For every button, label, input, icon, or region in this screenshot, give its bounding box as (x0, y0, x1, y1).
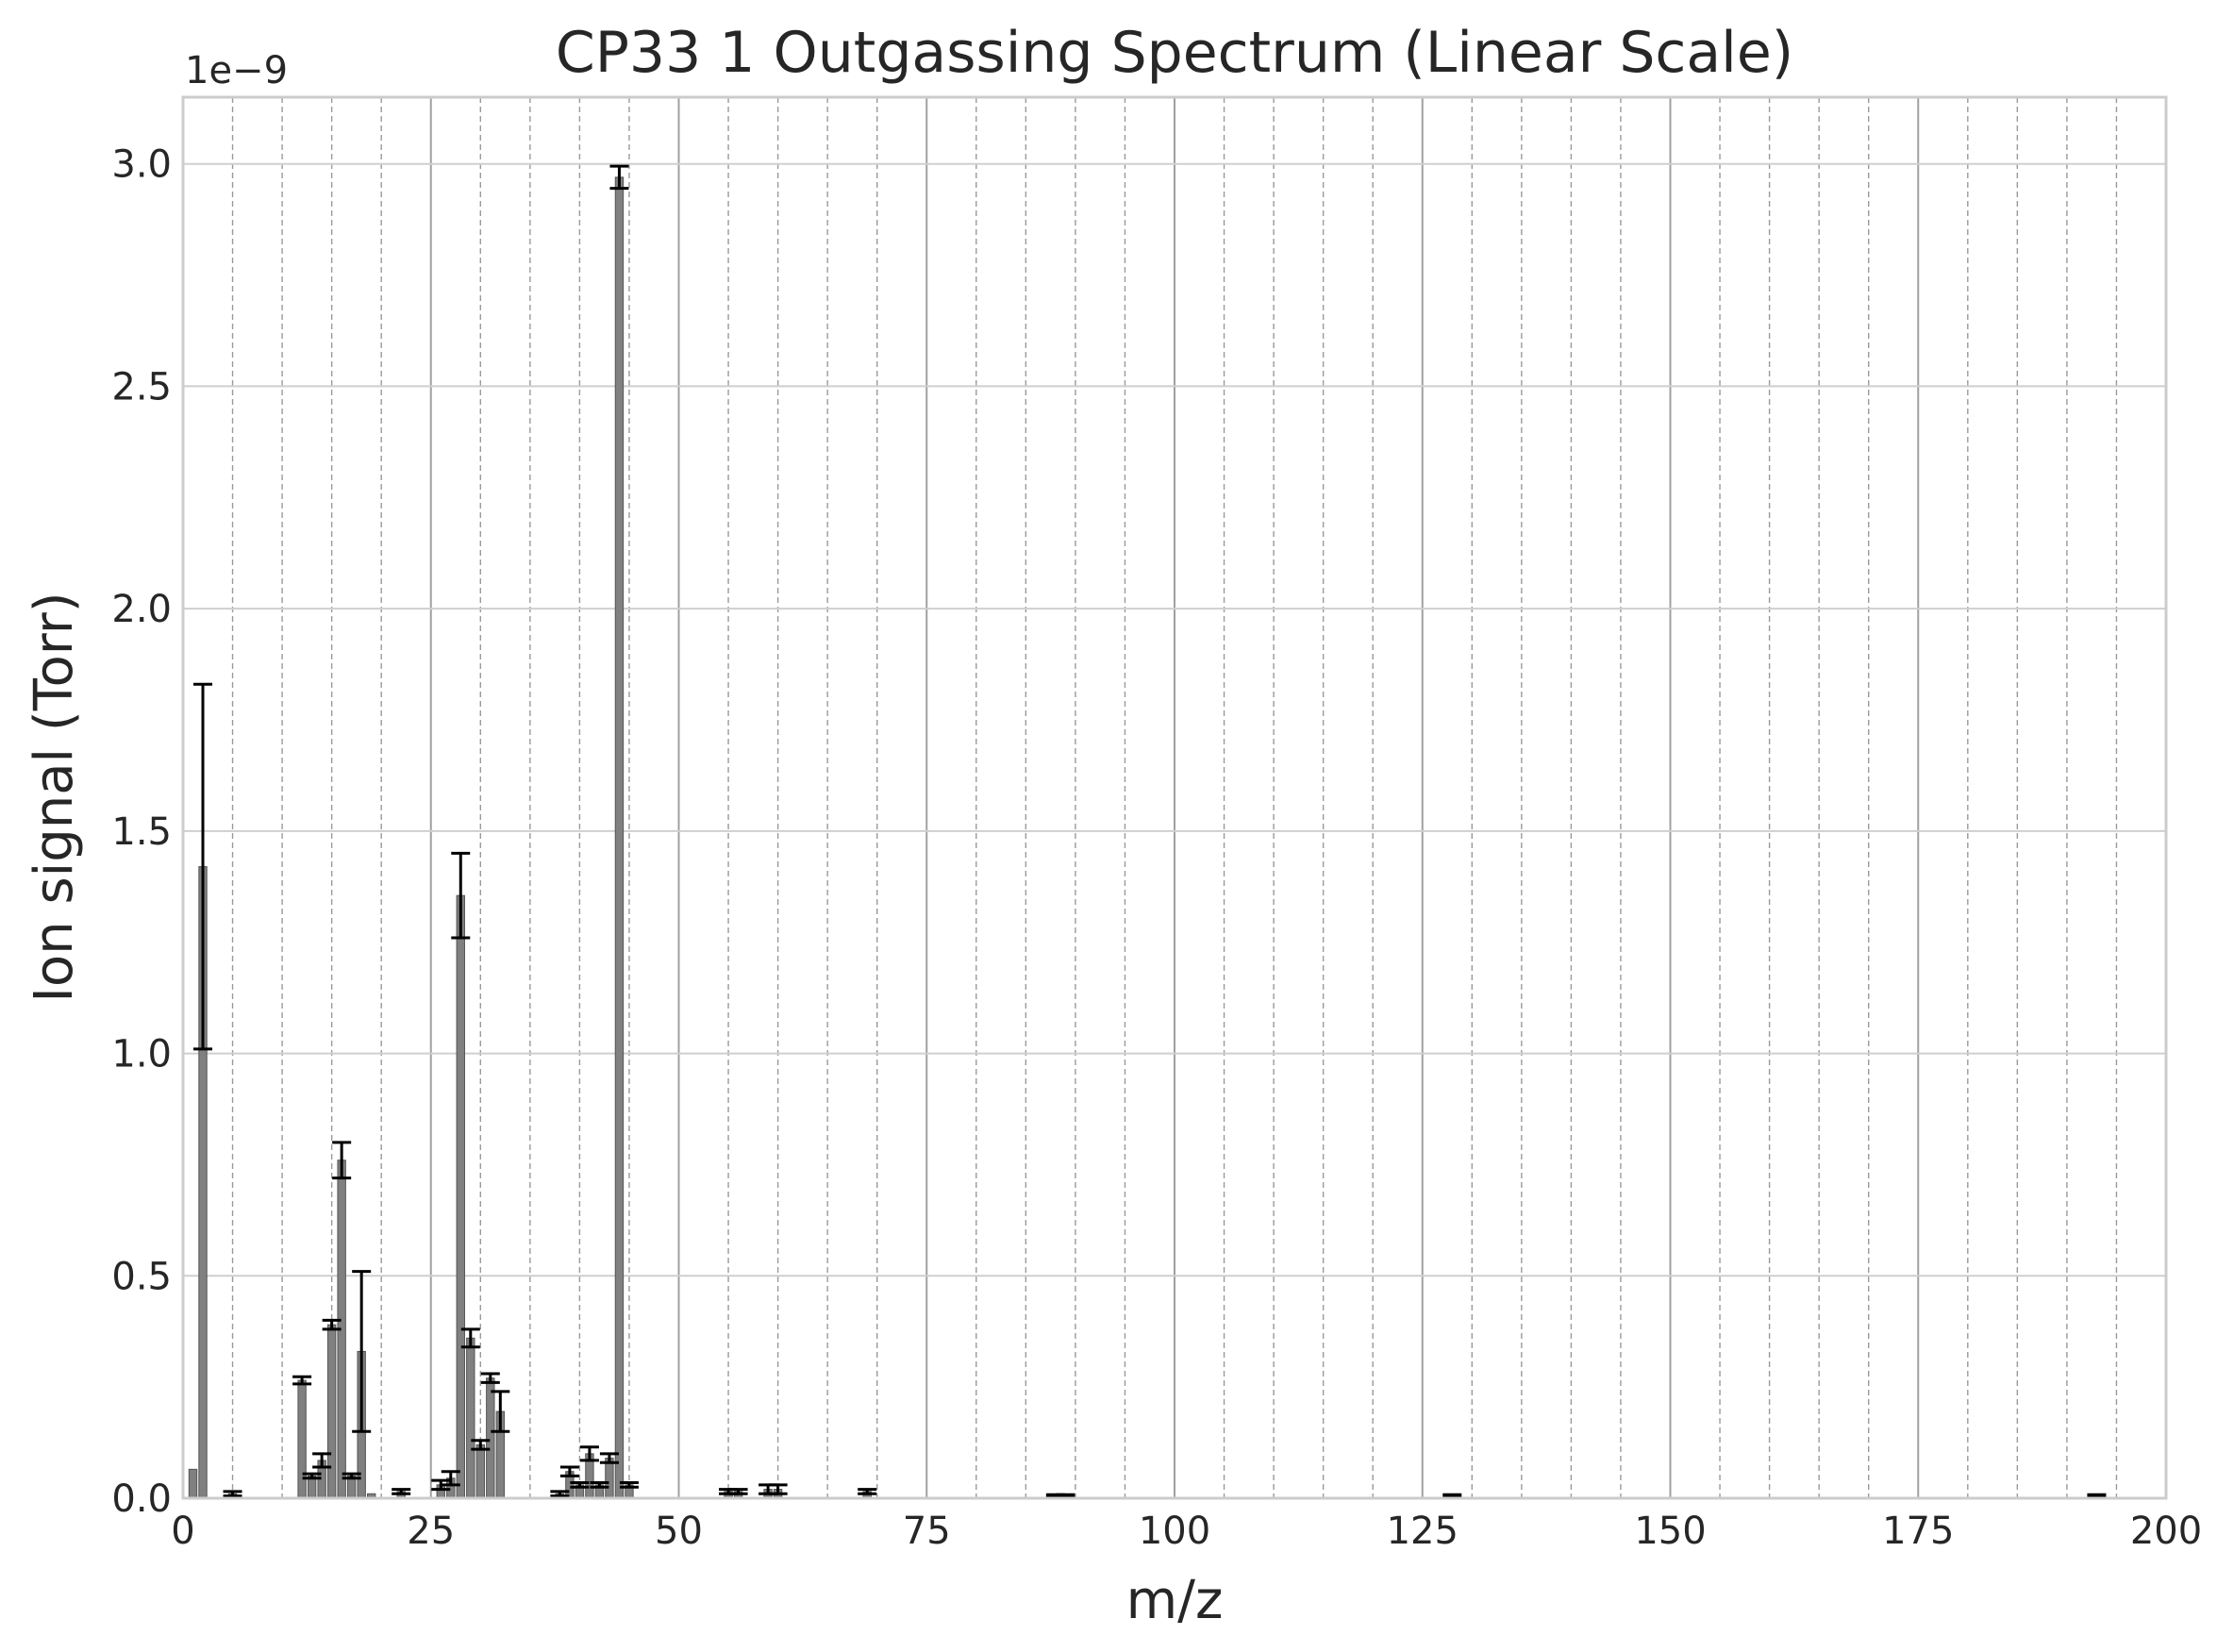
bar (297, 1379, 307, 1499)
x-tick-label: 200 (2130, 1510, 2202, 1553)
bar (614, 176, 625, 1499)
minor-grid (231, 97, 2118, 1498)
x-tick-label: 125 (1387, 1510, 1459, 1553)
x-tick-label: 75 (903, 1510, 951, 1553)
bar (486, 1377, 495, 1499)
y-tick-label: 1.0 (111, 1033, 172, 1076)
x-tick-label: 0 (171, 1510, 194, 1553)
x-tick-label: 175 (1882, 1510, 1954, 1553)
x-tick-label: 150 (1634, 1510, 1706, 1553)
bar (475, 1443, 486, 1499)
y-tick-label: 2.5 (111, 365, 172, 409)
y-axis-label: Ion signal (Torr) (24, 592, 85, 1002)
y-tick-label: 0.5 (111, 1255, 172, 1298)
y-tick-label: 1.5 (111, 810, 172, 854)
y-tick-label: 3.0 (111, 143, 172, 187)
bar (326, 1324, 337, 1499)
x-tick-label: 50 (655, 1510, 703, 1553)
y-offset-label: 1e−9 (185, 49, 288, 92)
bar (456, 894, 465, 1499)
bar (466, 1337, 475, 1499)
bar (605, 1458, 614, 1499)
major-grid (183, 97, 2166, 1498)
y-tick-label: 2.0 (111, 588, 172, 631)
y-tick-labels: 0.0 0.5 1.0 1.5 2.0 2.5 3.0 (111, 143, 172, 1521)
plot-frame (181, 95, 2168, 1500)
errorbars-group (193, 164, 2107, 1499)
x-tick-label: 25 (407, 1510, 455, 1553)
y-tick-label: 0.0 (111, 1477, 172, 1521)
x-axis-label: m/z (1126, 1570, 1224, 1631)
chart-title: CP33 1 Outgassing Spectrum (Linear Scale… (556, 20, 1793, 86)
x-tick-labels: 0 25 50 75 100 125 150 175 200 (171, 1510, 2202, 1553)
x-tick-label: 100 (1139, 1510, 1210, 1553)
bar (188, 1468, 198, 1499)
